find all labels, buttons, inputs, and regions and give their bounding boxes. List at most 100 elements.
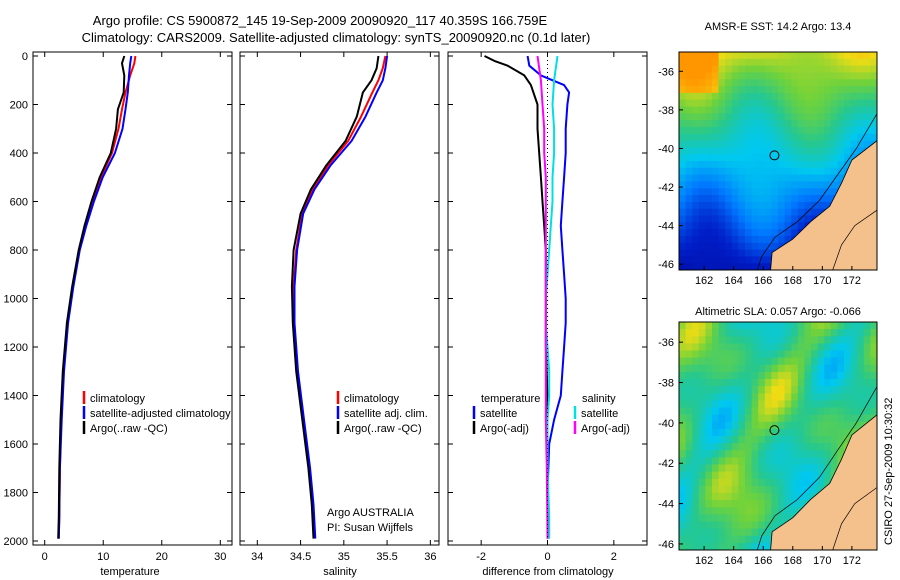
map-cell — [712, 343, 720, 352]
map-cell — [870, 371, 877, 380]
map-cell — [817, 407, 825, 416]
map-cell — [870, 113, 877, 121]
map-cell — [679, 464, 687, 473]
map-cell — [712, 86, 720, 94]
map-cell — [745, 478, 753, 487]
map-cell — [850, 371, 858, 380]
map-cell — [824, 65, 832, 73]
map-cell — [679, 72, 687, 80]
map-cell — [731, 336, 739, 344]
map-cell — [804, 493, 812, 501]
map-cell — [692, 188, 700, 196]
x-tick-label: 2 — [611, 551, 617, 563]
map-cell — [837, 92, 845, 101]
map-cell — [804, 154, 812, 162]
map-cell — [824, 58, 832, 67]
map-cell — [764, 428, 772, 437]
map-cell — [758, 386, 766, 394]
map-cell — [817, 99, 825, 108]
map-cell — [844, 133, 852, 142]
map-cell — [758, 329, 766, 337]
map-cell — [771, 357, 779, 366]
map-cell — [679, 58, 687, 67]
map-cell — [784, 215, 792, 223]
map-cell — [870, 65, 877, 73]
map-cell — [692, 208, 700, 217]
map-cell — [758, 428, 766, 437]
map-cell — [679, 147, 687, 155]
map-cell — [758, 188, 766, 196]
map-cell — [758, 126, 766, 135]
map-cell — [863, 400, 871, 409]
map-cell — [712, 457, 720, 466]
map-cell — [705, 528, 713, 537]
map-cell — [731, 393, 739, 401]
map-cell — [725, 92, 733, 101]
map-cell — [712, 58, 720, 67]
map-cell — [830, 386, 838, 394]
map-cell — [778, 414, 786, 423]
map-cell — [698, 379, 706, 387]
map-cell — [731, 52, 739, 60]
map-cell — [811, 400, 819, 409]
map-cell — [751, 379, 759, 387]
map-cell — [738, 336, 746, 344]
map-cell — [784, 400, 792, 409]
map-cell — [857, 140, 865, 148]
map-cell — [685, 364, 693, 373]
map-cell — [692, 215, 700, 223]
map-cell — [685, 99, 693, 108]
map-cell — [870, 92, 877, 101]
map-cell — [791, 99, 799, 108]
map-cell — [764, 343, 772, 352]
map-cell — [857, 92, 865, 101]
x-tick-label: 35 — [338, 551, 350, 563]
map-cell — [738, 208, 746, 217]
map-cell — [712, 485, 720, 494]
map-cell — [745, 126, 753, 135]
csiro-timestamp: CSIRO 27-Sep-2009 10:30:32 — [883, 398, 895, 545]
map-cell — [738, 222, 746, 230]
map-cell — [784, 195, 792, 203]
map-cell — [804, 195, 812, 203]
map-cell — [725, 322, 733, 330]
map-cell — [751, 249, 759, 257]
map-cell — [764, 357, 772, 366]
map-cell — [844, 72, 852, 80]
map-cell — [738, 436, 746, 444]
map-cell — [824, 92, 832, 101]
map-cell — [725, 229, 733, 237]
map-cell — [824, 167, 832, 176]
map-cell — [718, 535, 726, 544]
map-cell — [791, 336, 799, 344]
map-cell — [771, 379, 779, 387]
map-cell — [738, 329, 746, 337]
map-cell — [679, 52, 687, 60]
map-cell — [725, 414, 733, 423]
y-tick-label: 1200 — [4, 342, 28, 354]
map-cell — [712, 140, 720, 148]
map-cell — [679, 514, 687, 523]
map-cell — [778, 86, 786, 94]
map-cell — [731, 471, 739, 480]
map-cell — [745, 436, 753, 444]
map-cell — [817, 457, 825, 466]
map-cell — [844, 364, 852, 373]
map-cell — [738, 421, 746, 430]
map-cell — [718, 256, 726, 264]
map-cell — [705, 140, 713, 148]
map-cell — [718, 386, 726, 394]
map-cell — [698, 167, 706, 176]
bathymetry-contour — [832, 487, 877, 550]
map-cell — [745, 113, 753, 121]
map-cell — [870, 407, 877, 416]
map-x-tick-label: 172 — [843, 275, 861, 287]
map-cell — [745, 263, 753, 270]
map-cell — [731, 414, 739, 423]
map-cell — [731, 140, 739, 148]
map-cell — [857, 386, 865, 394]
map-cell — [784, 120, 792, 128]
map-cell — [745, 99, 753, 108]
map-cell — [698, 120, 706, 128]
